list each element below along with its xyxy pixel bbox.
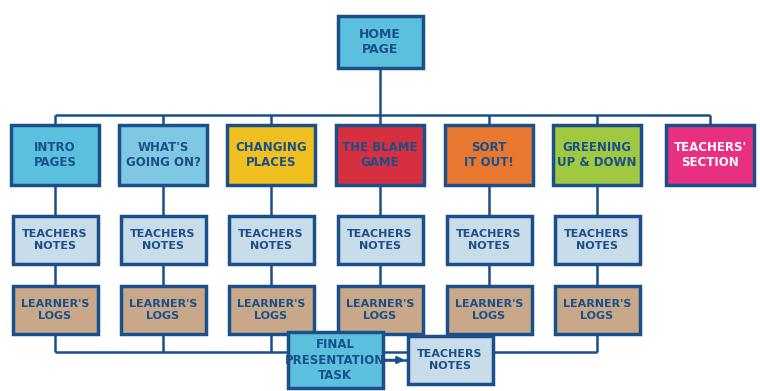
FancyBboxPatch shape [337,286,423,334]
FancyBboxPatch shape [229,216,313,264]
FancyBboxPatch shape [666,125,754,185]
Text: HOME
PAGE: HOME PAGE [359,28,401,56]
FancyBboxPatch shape [555,216,639,264]
FancyBboxPatch shape [12,216,97,264]
Text: LEARNER'S
LOGS: LEARNER'S LOGS [346,299,414,321]
FancyBboxPatch shape [11,125,99,185]
FancyBboxPatch shape [337,16,423,68]
Text: GREENING
UP & DOWN: GREENING UP & DOWN [557,141,637,169]
FancyBboxPatch shape [12,286,97,334]
FancyBboxPatch shape [121,286,205,334]
Text: TEACHERS
NOTES: TEACHERS NOTES [238,229,304,251]
Text: WHAT'S
GOING ON?: WHAT'S GOING ON? [125,141,201,169]
FancyBboxPatch shape [555,286,639,334]
Text: LEARNER'S
LOGS: LEARNER'S LOGS [237,299,306,321]
Text: TEACHERS
NOTES: TEACHERS NOTES [347,229,413,251]
FancyBboxPatch shape [287,332,382,388]
FancyBboxPatch shape [119,125,207,185]
Text: TEACHERS'
SECTION: TEACHERS' SECTION [673,141,746,169]
Text: TEACHERS
NOTES: TEACHERS NOTES [417,349,483,371]
Text: LEARNER'S
LOGS: LEARNER'S LOGS [128,299,197,321]
FancyBboxPatch shape [447,216,531,264]
Text: TEACHERS
NOTES: TEACHERS NOTES [456,229,522,251]
Text: LEARNER'S
LOGS: LEARNER'S LOGS [21,299,89,321]
Text: FINAL
PRESENTATION
TASK: FINAL PRESENTATION TASK [285,338,385,382]
FancyBboxPatch shape [337,216,423,264]
Text: TEACHERS
NOTES: TEACHERS NOTES [130,229,196,251]
Text: THE BLAME
GAME: THE BLAME GAME [342,141,418,169]
Text: INTRO
PAGES: INTRO PAGES [33,141,77,169]
Text: TEACHERS
NOTES: TEACHERS NOTES [22,229,87,251]
Text: CHANGING
PLACES: CHANGING PLACES [235,141,307,169]
FancyBboxPatch shape [447,286,531,334]
FancyBboxPatch shape [121,216,205,264]
FancyBboxPatch shape [553,125,641,185]
FancyBboxPatch shape [229,286,313,334]
FancyBboxPatch shape [336,125,424,185]
FancyBboxPatch shape [445,125,533,185]
Text: LEARNER'S
LOGS: LEARNER'S LOGS [563,299,632,321]
Text: LEARNER'S
LOGS: LEARNER'S LOGS [454,299,523,321]
FancyBboxPatch shape [407,336,492,384]
Text: TEACHERS
NOTES: TEACHERS NOTES [564,229,630,251]
FancyBboxPatch shape [227,125,315,185]
Text: SORT
IT OUT!: SORT IT OUT! [464,141,514,169]
